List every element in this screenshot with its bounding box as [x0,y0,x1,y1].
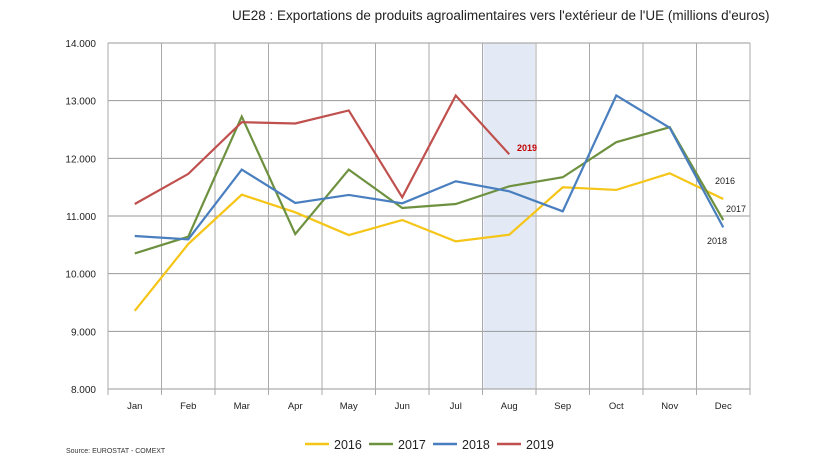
y-tick-label: 14.000 [65,39,96,50]
x-tick-label: Nov [661,401,678,412]
y-tick-label: 8.000 [71,385,96,396]
y-tick-label: 13.000 [65,97,96,108]
legend-label-2017: 2017 [398,438,426,452]
x-tick-label: Sep [554,401,571,412]
x-tick-label: Jun [395,401,410,412]
legend-label-2016: 2016 [334,438,362,452]
x-tick-label: Oct [609,401,624,412]
x-tick-label: Mar [234,401,250,412]
x-tick-label: Apr [288,401,303,412]
end-label-2016: 2016 [715,176,735,186]
series-line-2017 [134,113,725,255]
end-label-2017: 2017 [726,204,746,214]
x-tick-label: Dec [715,401,732,412]
x-tick-label: Feb [180,401,196,412]
source-note: Source: EUROSTAT - COMEXT [66,448,166,455]
y-tick-label: 9.000 [71,327,96,338]
end-label-2019: 2019 [517,143,537,153]
x-tick-label: Jan [127,401,142,412]
chart-title: UE28 : Exportations de produits agroalim… [232,8,770,23]
x-tick-label: Jul [450,401,462,412]
y-tick-label: 11.000 [66,212,96,223]
end-label-2018: 2018 [707,236,727,246]
series-line-2018 [134,93,725,241]
series-line-2016 [133,172,724,312]
series-line-2019 [134,93,511,205]
legend-label-2019: 2019 [526,438,554,452]
y-tick-label: 10.000 [65,270,96,281]
legend-label-2018: 2018 [462,438,490,452]
x-tick-label: Aug [501,401,518,412]
x-tick-label: May [340,401,358,412]
y-tick-label: 12.000 [65,154,96,165]
